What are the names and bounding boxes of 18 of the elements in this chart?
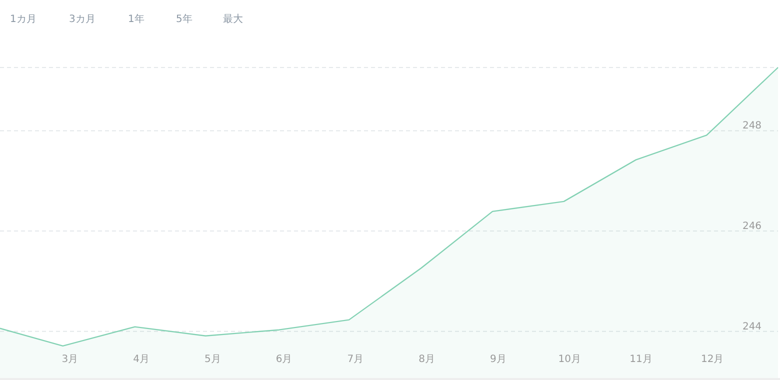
x-tick-label: 7月	[347, 354, 364, 365]
x-tick-label: 5月	[204, 354, 221, 365]
text: 3カ月	[69, 14, 96, 25]
text: 1年	[128, 13, 144, 25]
text: 最大	[223, 13, 243, 25]
x-tick-label: 8月	[418, 354, 436, 365]
x-tick-label: 12月	[700, 354, 724, 365]
x-tick-label: 11月	[630, 354, 652, 365]
y-tick-label: 246	[742, 221, 762, 232]
text: 1カ月	[10, 14, 36, 25]
y-tick-label: 248	[742, 120, 762, 132]
y-tick-label: 244	[742, 321, 762, 332]
x-tick-label: 3月	[62, 354, 78, 365]
text: 5年	[176, 13, 192, 25]
x-tick-label: 6月	[276, 354, 292, 365]
x-tick-label: 10月	[558, 354, 581, 365]
x-tick-label: 4月	[133, 354, 150, 365]
x-tick-label: 9月	[490, 354, 506, 365]
